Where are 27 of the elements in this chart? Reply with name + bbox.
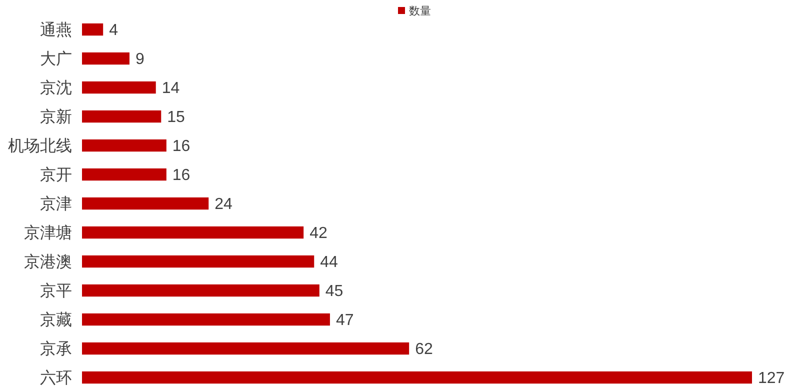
data-label: 24 [214, 196, 233, 213]
data-label: 15 [167, 109, 186, 126]
data-label: 42 [310, 225, 328, 242]
y-tick-label: 机场北线 [8, 137, 72, 155]
data-label: 16 [172, 138, 190, 155]
y-tick-label: 京津 [40, 195, 72, 213]
data-label: 127 [758, 370, 785, 387]
y-tick-label: 京平 [40, 282, 72, 300]
y-tick-label: 京沈 [40, 79, 72, 97]
data-label: 62 [415, 341, 433, 358]
data-label: 9 [135, 51, 144, 68]
data-label: 14 [162, 80, 180, 97]
y-tick-label: 大广 [40, 50, 72, 68]
y-tick-label: 京藏 [40, 311, 72, 329]
data-label: 16 [172, 167, 190, 184]
y-tick-label: 京承 [40, 340, 72, 358]
data-label: 4 [109, 22, 118, 39]
legend-label: 数量 [409, 6, 431, 18]
y-tick-label: 京津塘 [24, 224, 72, 242]
data-label: 45 [325, 283, 344, 300]
y-tick-label: 京港澳 [24, 253, 72, 271]
y-tick-label: 京开 [40, 166, 72, 184]
y-tick-label: 六环 [40, 369, 72, 387]
data-label: 44 [320, 254, 338, 271]
data-label: 47 [336, 312, 354, 329]
y-tick-label: 通燕 [40, 21, 72, 39]
y-tick-label: 京新 [40, 108, 72, 126]
